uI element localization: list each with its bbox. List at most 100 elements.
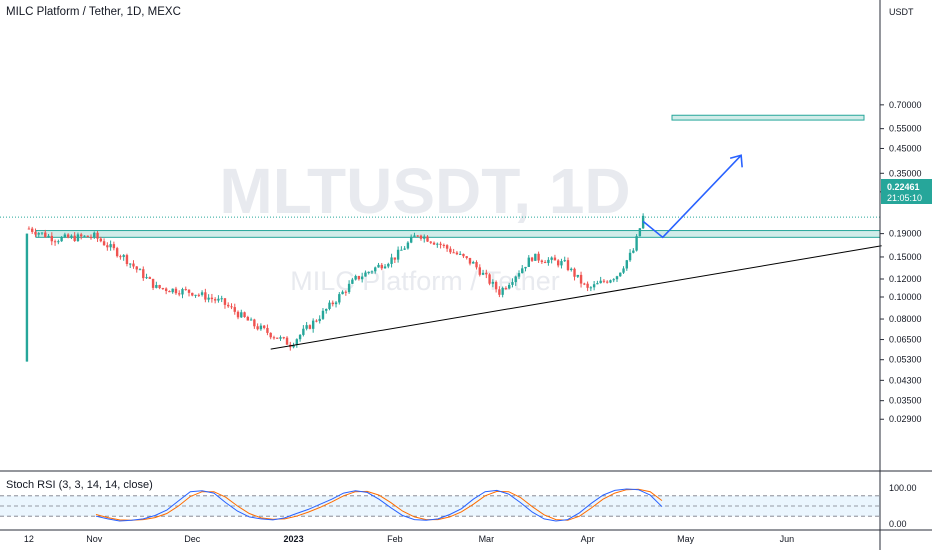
candle-body <box>132 263 135 267</box>
candle-body <box>240 312 243 318</box>
candle-body <box>449 248 452 253</box>
candle-body <box>501 287 504 295</box>
candle-body <box>308 325 312 329</box>
price-tick-label: 0.03500 <box>889 396 922 406</box>
candle-body <box>586 283 589 288</box>
candle-body <box>96 232 99 239</box>
candle-body <box>465 256 468 258</box>
candle-body <box>583 283 586 285</box>
candle-body <box>80 234 83 237</box>
candle-body <box>357 275 361 280</box>
candle-body <box>556 260 560 266</box>
candle-body <box>592 284 596 288</box>
candle-body <box>112 244 116 249</box>
candle-body <box>269 332 272 338</box>
stoch-band-fill <box>0 495 880 517</box>
candle-body <box>311 320 315 329</box>
candle-body <box>341 291 344 295</box>
candle-body <box>622 268 625 273</box>
candle-body <box>31 228 34 232</box>
candle-body <box>292 344 295 348</box>
candle-body <box>295 339 299 345</box>
candle-body <box>406 242 410 249</box>
candle-body <box>570 268 573 271</box>
candle-body <box>534 253 537 261</box>
candle-body <box>66 234 70 238</box>
candle-body <box>187 289 191 293</box>
projection-path <box>642 154 742 239</box>
candle-body <box>458 253 462 255</box>
candle-body <box>612 279 615 281</box>
indicator-title[interactable]: Stoch RSI (3, 3, 14, 14, close) <box>6 479 153 491</box>
candle-body <box>164 288 168 291</box>
candle-body <box>171 288 174 293</box>
candle-body <box>155 285 158 288</box>
candle-body <box>625 260 628 269</box>
candle-body <box>210 297 214 300</box>
time-axis-label: Mar <box>479 534 495 544</box>
stoch-tick-0: 0.00 <box>889 519 907 529</box>
price-tick-label: 0.04300 <box>889 375 922 385</box>
candle-body <box>230 306 233 308</box>
candle-body <box>367 271 370 273</box>
candle-body <box>148 277 152 279</box>
candle-body <box>514 276 517 283</box>
candle-body <box>122 255 125 257</box>
candle-body <box>589 287 593 289</box>
candle-body <box>181 289 184 295</box>
candle-body <box>174 288 178 294</box>
price-tick-label: 0.19000 <box>889 229 922 239</box>
candle-body <box>47 235 50 238</box>
candle-body <box>34 231 37 235</box>
candle-body <box>279 337 282 339</box>
last-price-badge <box>881 179 932 204</box>
candle-body <box>429 241 432 243</box>
candle-body <box>89 237 93 239</box>
candle-body <box>432 242 436 245</box>
candle-body <box>563 260 566 262</box>
candle-body <box>400 249 403 251</box>
candle-body <box>527 257 530 267</box>
candle-body <box>491 281 495 284</box>
candle-body <box>50 235 54 242</box>
candle-body <box>106 245 109 248</box>
target-zone <box>671 114 865 121</box>
candle-body <box>256 326 259 330</box>
stoch-d-line <box>95 488 663 521</box>
candle-body <box>331 302 334 305</box>
candle-body <box>579 274 583 284</box>
candle-body <box>374 267 377 272</box>
candle-body <box>419 235 423 239</box>
candle-body <box>243 312 246 318</box>
candle-body <box>272 337 276 339</box>
candle-body <box>321 310 325 319</box>
time-axis-label: Feb <box>387 534 403 544</box>
candle-body <box>517 273 521 277</box>
candle-body <box>521 268 524 274</box>
price-tick-label: 0.15000 <box>889 252 922 262</box>
candle-body <box>423 236 426 239</box>
candle-countdown: 21:05:10 <box>887 193 922 203</box>
candle-body <box>204 292 207 300</box>
candle-body <box>109 244 112 248</box>
candle-body <box>393 257 397 260</box>
chart-title[interactable]: MILC Platform / Tether, 1D, MEXC <box>6 6 181 18</box>
candle-body <box>543 262 547 264</box>
candle-body <box>488 274 491 284</box>
candle-body <box>57 241 60 243</box>
candle-body <box>452 252 455 254</box>
candle-body <box>383 266 387 269</box>
candle-body <box>416 235 419 237</box>
candle-body <box>282 337 285 339</box>
candle-body <box>60 237 63 242</box>
candle-body <box>380 264 383 269</box>
candle-body <box>27 228 31 230</box>
candle-body <box>347 283 351 293</box>
resistance-zone <box>35 230 881 238</box>
candle-body <box>315 320 318 322</box>
candle-body <box>194 294 197 296</box>
candle-body <box>504 287 508 289</box>
candle-body <box>318 318 321 322</box>
